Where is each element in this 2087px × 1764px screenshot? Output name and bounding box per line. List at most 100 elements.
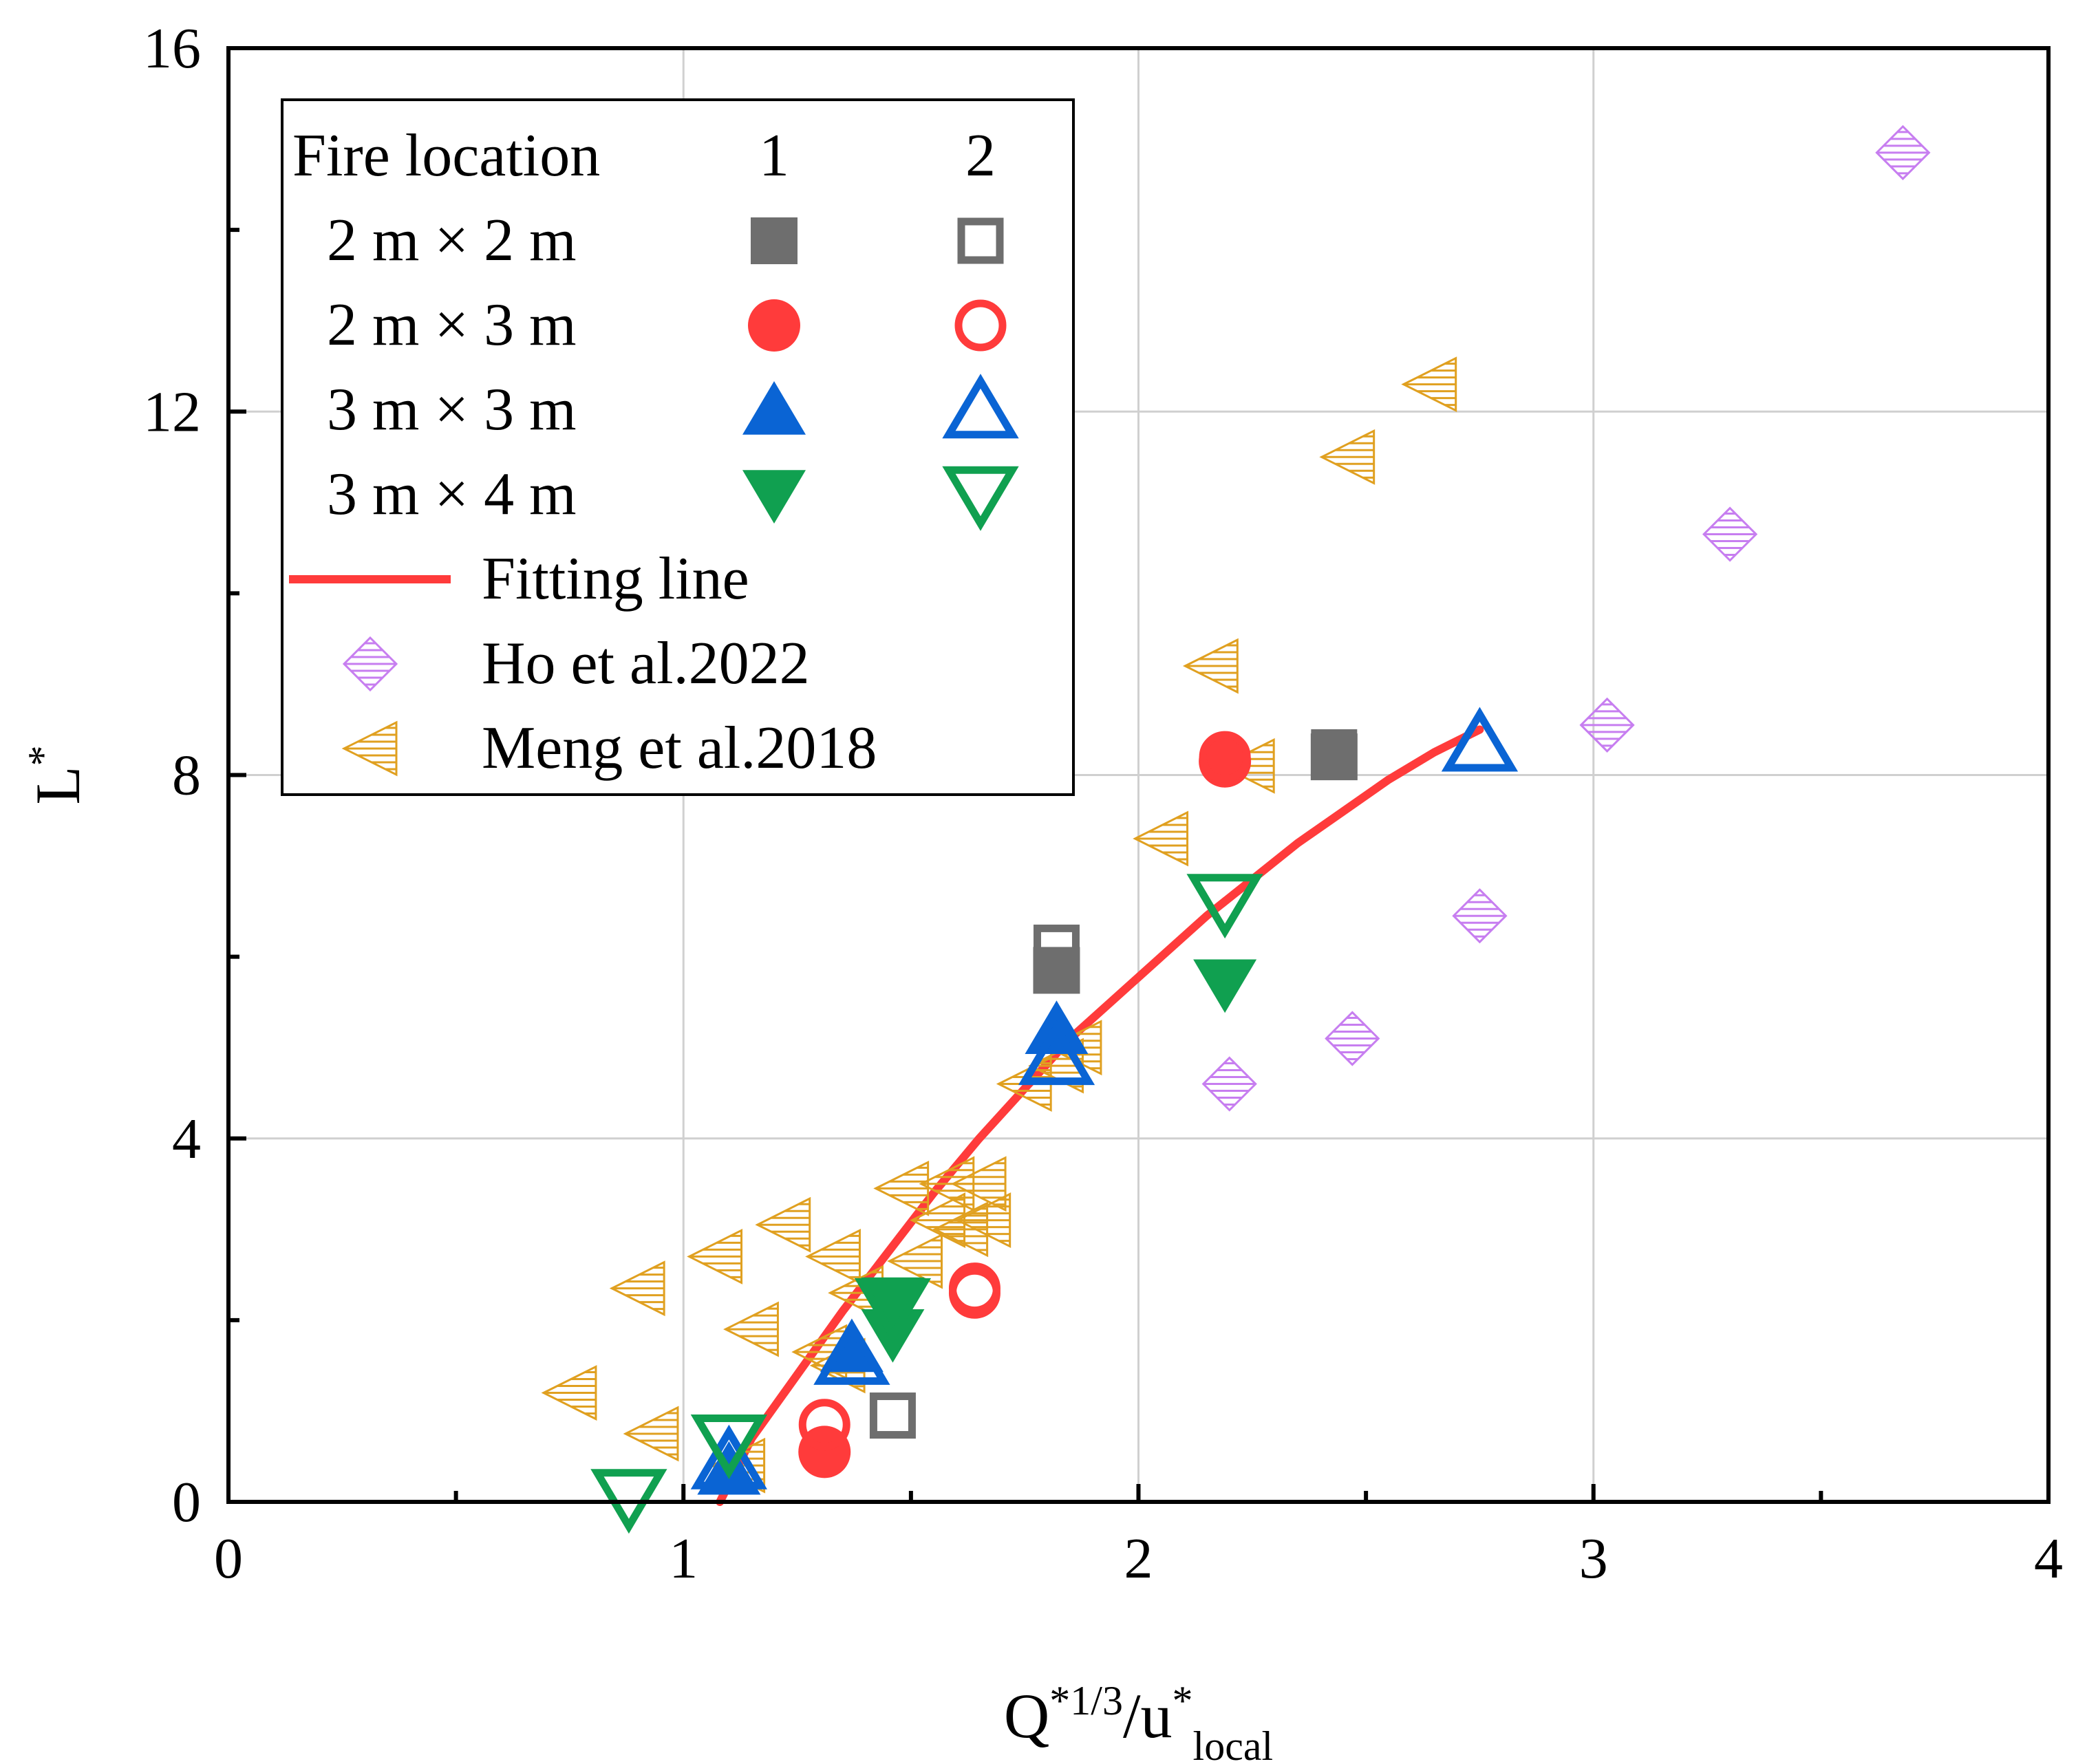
data-point-triangle-left-open (1182, 638, 1239, 694)
data-point-triangle-down-open-shape (1186, 874, 1263, 939)
legend-symbols (289, 217, 1019, 777)
legend-symbol-triangle-down-open (942, 466, 1019, 531)
data-point-diamond-open-outline (1579, 697, 1635, 753)
data-point-diamond-open-outline (1201, 1056, 1257, 1112)
legend-symbol-circle-filled-shape (748, 299, 800, 352)
data-point-circle-open-shape (948, 1267, 1000, 1319)
data-point-triangle-left-open (955, 1192, 1012, 1249)
data-point-triangle-up-open-shape (813, 1320, 890, 1385)
data-point-triangle-left-open (723, 1301, 779, 1357)
data-point-triangle-up-open-shape (1018, 1020, 1095, 1086)
data-point-circle-open (798, 1399, 850, 1451)
legend-fitting-line-label: Fitting line (482, 546, 749, 612)
legend-symbol-square-filled-shape (751, 217, 798, 264)
data-point-triangle-left-open (687, 1229, 743, 1284)
legend-symbol-circle-open-shape (954, 299, 1007, 352)
data-point-square-open-shape (1311, 729, 1358, 775)
data-point-triangle-up-open (813, 1320, 890, 1385)
y-tick-label: 16 (143, 17, 201, 80)
data-point-diamond-open (1579, 697, 1635, 753)
legend-symbol-diamond (342, 636, 398, 692)
data-point-diamond-open (1452, 888, 1508, 944)
x-title-sub: local (1193, 1723, 1274, 1764)
data-point-triangle-down-filled-shape (1193, 959, 1257, 1013)
data-point-triangle-left-open (887, 1233, 943, 1289)
data-point-square-open (1311, 729, 1358, 775)
legend-symbol-triangle-up-open-shape (942, 374, 1019, 439)
legend-symbol-triangle-down-open-shape (942, 466, 1019, 531)
data-point-triangle-down-open (590, 1469, 667, 1534)
data-point-triangle-left-open (805, 1229, 861, 1284)
legend-ho-label: Ho et al.2022 (482, 630, 810, 697)
data-point-circle-open (948, 1267, 1000, 1319)
data-point-triangle-left-open (755, 1196, 811, 1253)
data-point-triangle-down-filled-shape (861, 1277, 925, 1331)
data-point-square-open-shape (1033, 924, 1080, 971)
data-point-triangle-left-open (1401, 356, 1457, 413)
data-point-square-open-shape (869, 1392, 916, 1439)
data-point-diamond-open-outline (1452, 888, 1508, 944)
legend-header-col2: 2 (965, 122, 996, 189)
data-point-triangle-left-open (1133, 810, 1189, 867)
x-tick-label: 3 (1579, 1527, 1608, 1591)
legend-box (281, 98, 1075, 796)
data-point-circle-open (1199, 731, 1251, 783)
plot-frame (226, 46, 2051, 1504)
data-point-square-open (1033, 924, 1080, 971)
data-point-diamond-open-outline (1325, 1011, 1380, 1066)
x-title-mid: /u (1123, 1681, 1173, 1751)
data-point-circle-open-shape (1199, 731, 1251, 783)
x-axis-title: Q*1/3/u*local (1004, 1678, 1273, 1764)
data-point-triangle-up-open (1441, 707, 1519, 772)
legend-header-title: Fire location (292, 122, 600, 189)
y-axis-title: L* (20, 745, 93, 804)
legend-symbol-square-open-shape (957, 217, 1004, 264)
data-point-triangle-down-filled (1193, 959, 1257, 1013)
legend-symbol-square-open (957, 217, 1004, 264)
y-title-main: L (23, 766, 93, 804)
data-point-triangle-left-open (541, 1365, 597, 1421)
data-point-diamond-open (1325, 1011, 1380, 1066)
x-title-sup: *1/3 (1049, 1678, 1123, 1723)
legend-meng-label: Meng et al.2018 (482, 715, 877, 782)
legend-symbol-triangle-left (341, 720, 398, 777)
data-point-diamond-open-outline (1875, 125, 1931, 180)
data-point-triangle-up-open-shape (690, 1424, 768, 1489)
x-tick-label: 2 (1124, 1527, 1153, 1591)
legend-symbol-triangle-up-open (942, 374, 1019, 439)
legend-row-3x3: 3 m × 3 m (327, 376, 577, 443)
legend-symbol-circle-open (954, 299, 1007, 352)
x-tick-label: 1 (669, 1527, 698, 1591)
data-point-triangle-up-open-shape (1441, 707, 1519, 772)
data-point-triangle-down-open-shape (690, 1414, 768, 1479)
data-point-triangle-down-open (854, 1278, 932, 1343)
legend-header-col1: 1 (759, 122, 789, 189)
legend-symbol-triangle-down-filled-shape (742, 470, 806, 524)
data-point-triangle-down-open-shape (854, 1278, 932, 1343)
data-point-triangle-down-open (690, 1414, 768, 1479)
legend-symbol-square-filled (751, 217, 798, 264)
fitting-line (716, 725, 1484, 1506)
data-point-triangle-up-open (690, 1424, 768, 1489)
legend-row-2x2: 2 m × 2 m (327, 207, 577, 274)
data-point-diamond-open-outline (1702, 506, 1758, 562)
data-point-triangle-left-open (609, 1260, 665, 1317)
y-tick-label: 4 (172, 1107, 201, 1171)
data-point-triangle-left-open (1319, 429, 1376, 485)
y-tick-label: 8 (172, 744, 201, 808)
legend-symbol-triangle-up-filled (742, 381, 806, 435)
data-point-circle-open-shape (798, 1399, 850, 1451)
y-title-sup: * (20, 745, 65, 766)
legend-symbol-diamond-outline (342, 636, 398, 692)
data-point-triangle-down-open-shape (590, 1469, 667, 1534)
data-point-triangle-left-open (623, 1406, 679, 1462)
data-point-square-open (869, 1392, 916, 1439)
y-tick-label: 0 (172, 1470, 201, 1534)
data-point-diamond-open (1875, 125, 1931, 180)
legend-symbol-circle-filled (748, 299, 800, 352)
data-point-triangle-up-open (1018, 1020, 1095, 1086)
legend-symbol-triangle-down-filled (742, 470, 806, 524)
data-point-triangle-down-filled (861, 1277, 925, 1331)
